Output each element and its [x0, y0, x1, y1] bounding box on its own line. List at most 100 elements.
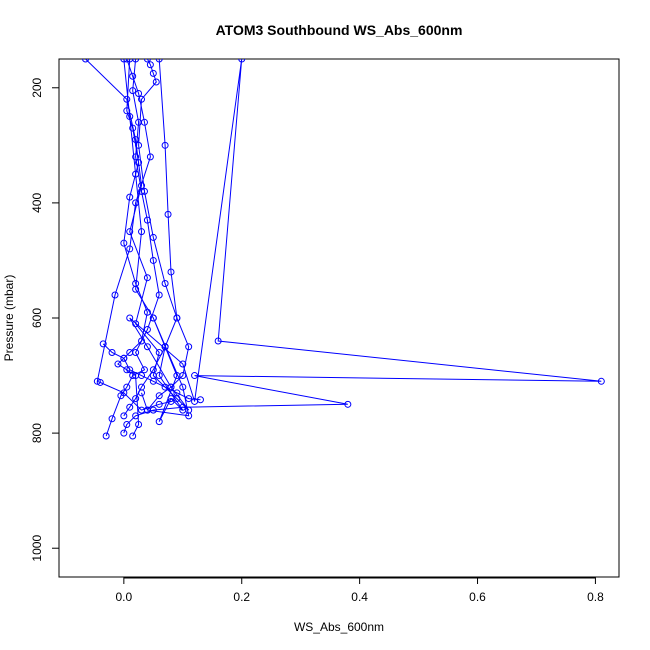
- chart-title: ATOM3 Southbound WS_Abs_600nm: [216, 22, 463, 38]
- data-point: [135, 159, 143, 167]
- data-point: [126, 245, 134, 253]
- data-point: [108, 349, 116, 357]
- data-point: [155, 418, 163, 426]
- data-point: [167, 397, 175, 405]
- data-point: [132, 199, 140, 207]
- data-series: [99, 340, 204, 404]
- data-point: [99, 340, 107, 348]
- plot-area: [82, 59, 605, 440]
- data-point: [140, 366, 148, 374]
- series-line: [96, 59, 172, 411]
- x-tick-label: 0.8: [587, 590, 604, 604]
- series-line: [138, 59, 190, 411]
- data-point: [123, 107, 131, 115]
- data-point: [143, 406, 151, 414]
- data-point: [214, 337, 222, 345]
- plot-frame: [58, 58, 620, 578]
- data-point: [149, 256, 157, 264]
- data-point: [138, 337, 146, 345]
- data-point: [132, 320, 140, 328]
- data-point: [143, 274, 151, 282]
- data-point: [129, 124, 137, 132]
- data-point: [143, 308, 151, 316]
- data-point: [126, 59, 134, 63]
- data-point: [108, 415, 116, 423]
- data-point: [140, 187, 148, 195]
- y-tick-label: 600: [30, 308, 44, 328]
- y-tick-label: 400: [30, 193, 44, 213]
- series-line: [123, 59, 190, 422]
- data-point: [161, 141, 169, 149]
- data-point: [149, 69, 157, 77]
- x-tick-label: 0.0: [115, 590, 132, 604]
- data-point: [126, 228, 134, 236]
- data-point: [149, 377, 157, 385]
- data-point: [135, 420, 143, 428]
- series-line: [105, 59, 160, 437]
- data-point: [155, 372, 163, 380]
- data-point: [155, 59, 163, 63]
- x-axis: 0.0 0.2 0.4 0.6 0.8: [115, 577, 604, 604]
- data-point: [161, 383, 169, 391]
- data-point: [155, 400, 163, 408]
- y-tick-label: 200: [30, 77, 44, 97]
- data-point: [344, 400, 352, 408]
- x-tick-label: 0.2: [233, 590, 250, 604]
- data-point: [191, 372, 199, 380]
- data-point: [146, 153, 154, 161]
- data-point: [120, 412, 128, 420]
- data-point: [120, 239, 128, 247]
- data-point: [126, 193, 134, 201]
- data-point: [173, 389, 181, 397]
- data-point: [155, 392, 163, 400]
- data-point: [82, 59, 90, 63]
- data-point: [138, 95, 146, 103]
- data-point: [179, 383, 187, 391]
- data-point: [96, 378, 104, 386]
- data-point: [102, 432, 110, 440]
- data-point: [597, 377, 605, 385]
- data-point: [152, 78, 160, 86]
- series-line: [85, 59, 602, 434]
- data-point: [167, 268, 175, 276]
- data-point: [117, 392, 125, 400]
- data-point: [185, 395, 193, 403]
- data-point: [129, 432, 137, 440]
- data-point: [126, 349, 134, 357]
- series-line: [123, 59, 178, 417]
- data-point: [143, 59, 151, 63]
- data-point: [138, 372, 146, 380]
- data-point: [123, 383, 131, 391]
- y-tick-label: 1000: [30, 535, 44, 562]
- x-axis-label: WS_Abs_600nm: [294, 620, 384, 634]
- data-point: [123, 420, 131, 428]
- data-point: [111, 291, 119, 299]
- data-point: [155, 291, 163, 299]
- data-point: [126, 366, 134, 374]
- data-point: [129, 72, 137, 80]
- y-axis: 200 400 600 800 1000: [30, 77, 60, 562]
- data-point: [123, 59, 131, 63]
- data-point: [143, 326, 151, 334]
- data-point: [185, 343, 193, 351]
- data-series: [120, 59, 181, 420]
- data-point: [149, 314, 157, 322]
- data-point: [185, 412, 193, 420]
- data-point: [126, 403, 134, 411]
- data-point: [120, 429, 128, 437]
- data-point: [179, 406, 187, 414]
- data-series: [135, 59, 193, 414]
- data-point: [114, 360, 122, 368]
- data-point: [238, 59, 246, 63]
- data-point: [120, 59, 128, 63]
- data-series: [82, 59, 605, 437]
- x-tick-label: 0.4: [351, 590, 368, 604]
- data-point: [132, 59, 140, 63]
- data-point: [132, 412, 140, 420]
- data-point: [173, 314, 181, 322]
- x-tick-label: 0.6: [469, 590, 486, 604]
- y-tick-label: 800: [30, 423, 44, 443]
- data-point: [138, 228, 146, 236]
- data-point: [138, 383, 146, 391]
